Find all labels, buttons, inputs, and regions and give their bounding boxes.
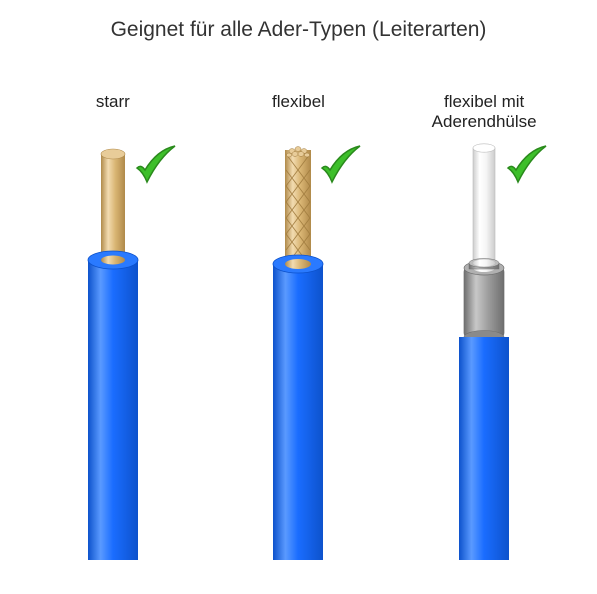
wires-row: starr: [0, 92, 597, 565]
check-icon: [131, 140, 179, 188]
wire-label-solid: starr: [96, 92, 130, 136]
wire-label-stranded: flexibel: [272, 92, 325, 136]
wire-stranded: flexibel: [208, 92, 388, 565]
check-icon: [316, 140, 364, 188]
page-title: Geignet für alle Ader-Typen (Leiterarten…: [0, 0, 597, 42]
wire-ferrule: flexibel mit Aderendhülse: [394, 92, 574, 565]
wire-solid-svg: [68, 140, 158, 560]
wire-label-ferrule: flexibel mit Aderendhülse: [432, 92, 537, 136]
wire-stranded-svg: [253, 140, 343, 560]
wire-solid: starr: [23, 92, 203, 565]
check-icon: [502, 140, 550, 188]
wire-ferrule-svg: [439, 140, 529, 560]
